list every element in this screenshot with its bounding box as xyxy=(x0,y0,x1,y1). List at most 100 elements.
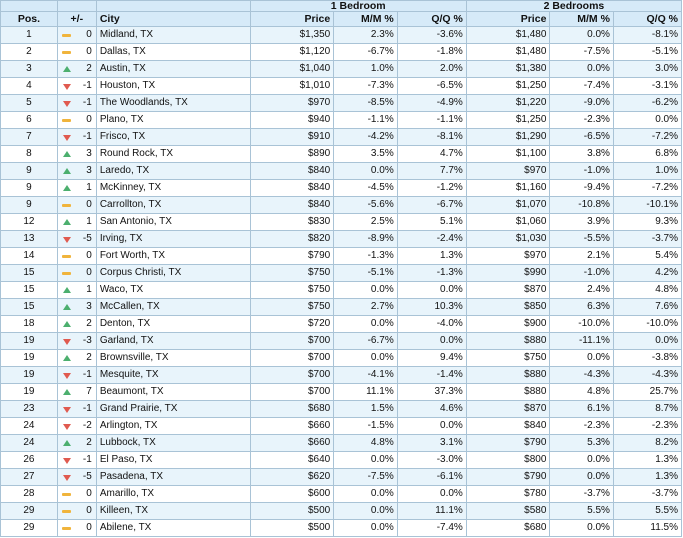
price-1br-cell: $700 xyxy=(249,332,335,350)
change-value: 0 xyxy=(86,250,92,261)
price-2br-cell: $840 xyxy=(465,417,551,435)
change-value: 0 xyxy=(86,505,92,516)
arrow-down-icon xyxy=(62,135,71,141)
mm-2br-cell: -2.3% xyxy=(549,111,614,129)
mm-2br-cell: 3.8% xyxy=(549,145,614,163)
change-value: 1 xyxy=(86,284,92,295)
pos-cell: 2 xyxy=(0,43,58,61)
qq-2br-cell: -3.1% xyxy=(612,77,683,95)
change-value: -1 xyxy=(82,403,92,414)
mm-1br-cell: 0.0% xyxy=(333,502,398,520)
change-cell: 0 xyxy=(56,519,97,537)
qq-1br-cell: -1.2% xyxy=(396,179,467,197)
header-qq-2br: Q/Q % xyxy=(612,11,683,27)
mm-1br-cell: -5.6% xyxy=(333,196,398,214)
change-cell: 3 xyxy=(56,298,97,316)
mm-1br-cell: 2.5% xyxy=(333,213,398,231)
change-cell: 1 xyxy=(56,281,97,299)
pos-cell: 14 xyxy=(0,247,58,265)
price-2br-cell: $870 xyxy=(465,281,551,299)
qq-1br-cell: -6.7% xyxy=(396,196,467,214)
city-cell: McCallen, TX xyxy=(95,298,251,316)
qq-1br-cell: -1.1% xyxy=(396,111,467,129)
mm-1br-cell: -6.7% xyxy=(333,43,398,61)
mm-2br-cell: -3.7% xyxy=(549,485,614,503)
city-cell: Amarillo, TX xyxy=(95,485,251,503)
price-2br-cell: $990 xyxy=(465,264,551,282)
pos-cell: 29 xyxy=(0,519,58,537)
city-cell: Grand Prairie, TX xyxy=(95,400,251,418)
city-cell: Lubbock, TX xyxy=(95,434,251,452)
price-2br-cell: $1,480 xyxy=(465,43,551,61)
mm-1br-cell: -1.5% xyxy=(333,417,398,435)
mm-2br-cell: 2.1% xyxy=(549,247,614,265)
change-cell: -3 xyxy=(56,332,97,350)
price-2br-cell: $1,100 xyxy=(465,145,551,163)
table-row: 19 2 Brownsville, TX $700 0.0% 9.4% $750 0.0% -3… xyxy=(0,349,683,367)
qq-2br-cell: -10.1% xyxy=(612,196,683,214)
mm-1br-cell: 0.0% xyxy=(333,162,398,180)
city-cell: El Paso, TX xyxy=(95,451,251,469)
change-cell: 0 xyxy=(56,247,97,265)
price-1br-cell: $600 xyxy=(249,485,335,503)
price-2br-cell: $880 xyxy=(465,383,551,401)
table-row: 24 -2 Arlington, TX $660 -1.5% 0.0% $840 -2.3% -… xyxy=(0,417,683,435)
mm-1br-cell: 0.0% xyxy=(333,485,398,503)
change-cell: 2 xyxy=(56,315,97,333)
qq-1br-cell: -3.0% xyxy=(396,451,467,469)
change-value: -1 xyxy=(82,369,92,380)
table-body: 1 0 Midland, TX $1,350 2.3% -3.6% $1,480 0.0% -8… xyxy=(0,26,683,537)
mm-2br-cell: -10.8% xyxy=(549,196,614,214)
qq-1br-cell: -4.0% xyxy=(396,315,467,333)
city-cell: The Woodlands, TX xyxy=(95,94,251,112)
price-1br-cell: $620 xyxy=(249,468,335,486)
change-value: -3 xyxy=(82,335,92,346)
price-2br-cell: $1,380 xyxy=(465,60,551,78)
arrow-down-icon xyxy=(62,373,71,379)
mm-2br-cell: -9.4% xyxy=(549,179,614,197)
change-value: 2 xyxy=(86,318,92,329)
price-1br-cell: $1,120 xyxy=(249,43,335,61)
header-column-row: Pos. +/- City Price M/M % Q/Q % Price M/… xyxy=(0,11,683,27)
change-cell: 2 xyxy=(56,60,97,78)
no-change-icon xyxy=(61,527,71,530)
qq-1br-cell: 2.0% xyxy=(396,60,467,78)
price-1br-cell: $660 xyxy=(249,417,335,435)
city-cell: Dallas, TX xyxy=(95,43,251,61)
price-2br-cell: $1,220 xyxy=(465,94,551,112)
table-row: 29 0 Abilene, TX $500 0.0% -7.4% $680 0.0% 11.5% xyxy=(0,519,683,537)
table-row: 19 -3 Garland, TX $700 -6.7% 0.0% $880 -11.1% 0.… xyxy=(0,332,683,350)
arrow-down-icon xyxy=(62,101,71,107)
pos-cell: 15 xyxy=(0,281,58,299)
qq-2br-cell: 6.8% xyxy=(612,145,683,163)
arrow-down-icon xyxy=(62,424,71,430)
table-row: 29 0 Killeen, TX $500 0.0% 11.1% $580 5.5% 5.5% xyxy=(0,502,683,520)
mm-2br-cell: -10.0% xyxy=(549,315,614,333)
change-value: -1 xyxy=(82,80,92,91)
price-2br-cell: $790 xyxy=(465,434,551,452)
no-change-icon xyxy=(61,493,71,496)
price-2br-cell: $1,070 xyxy=(465,196,551,214)
arrow-down-icon xyxy=(62,237,71,243)
pos-cell: 7 xyxy=(0,128,58,146)
mm-1br-cell: -8.5% xyxy=(333,94,398,112)
pos-cell: 24 xyxy=(0,434,58,452)
change-cell: -1 xyxy=(56,451,97,469)
qq-2br-cell: -7.2% xyxy=(612,128,683,146)
city-cell: Plano, TX xyxy=(95,111,251,129)
change-value: 0 xyxy=(86,46,92,57)
qq-2br-cell: 8.7% xyxy=(612,400,683,418)
arrow-down-icon xyxy=(62,339,71,345)
pos-cell: 19 xyxy=(0,349,58,367)
pos-cell: 26 xyxy=(0,451,58,469)
mm-1br-cell: -5.1% xyxy=(333,264,398,282)
mm-2br-cell: 0.0% xyxy=(549,26,614,44)
city-cell: Garland, TX xyxy=(95,332,251,350)
header-city: City xyxy=(95,11,251,27)
qq-1br-cell: -3.6% xyxy=(396,26,467,44)
arrow-down-icon xyxy=(62,84,71,90)
table-row: 24 2 Lubbock, TX $660 4.8% 3.1% $790 5.3% 8.2% xyxy=(0,434,683,452)
mm-2br-cell: 2.4% xyxy=(549,281,614,299)
price-2br-cell: $970 xyxy=(465,162,551,180)
pos-cell: 24 xyxy=(0,417,58,435)
